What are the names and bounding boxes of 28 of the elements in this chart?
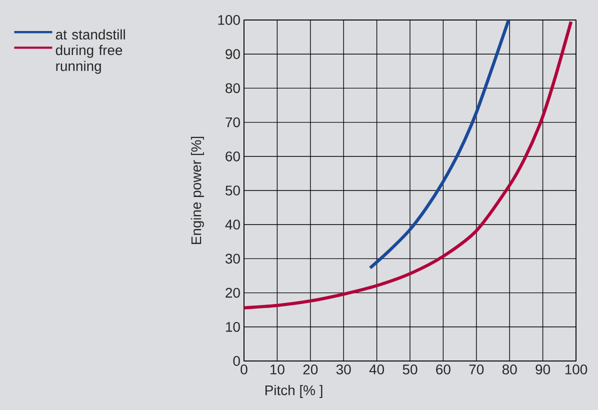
x-tick-label: 90 [536,364,550,374]
x-tick-label: 80 [502,364,517,374]
legend-label: during free running [56,44,122,74]
x-axis-title: Pitch [% ] [265,384,322,398]
legend-label: at standstill [56,29,125,40]
y-tick-label: 30 [225,254,240,264]
line-series [244,20,573,310]
y-tick-label: 60 [226,151,240,162]
y-tick-label: 0 [233,356,240,366]
x-tick-label: 100 [565,364,588,374]
x-tick-label: 10 [270,364,284,374]
x-tick-label: 70 [469,364,484,374]
y-tick-label: 70 [226,117,240,128]
x-tick-label: 30 [336,364,351,374]
y-axis-title: Engine power [%] [190,136,204,244]
y-tick-label: 10 [226,322,240,332]
line-series [368,20,510,270]
y-tick-label: 50 [226,186,240,196]
y-tick-label: 20 [226,288,240,298]
y-tick-label: 80 [226,83,240,94]
x-tick-label: 20 [303,364,318,374]
x-tick-label: 0 [240,364,248,374]
x-tick-label: 50 [402,364,418,374]
x-tick-label: 60 [436,364,450,374]
y-tick-label: 40 [225,220,240,230]
x-tick-label: 40 [369,364,384,374]
y-tick-label: 90 [226,49,240,60]
y-tick-label: 100 [218,15,240,25]
